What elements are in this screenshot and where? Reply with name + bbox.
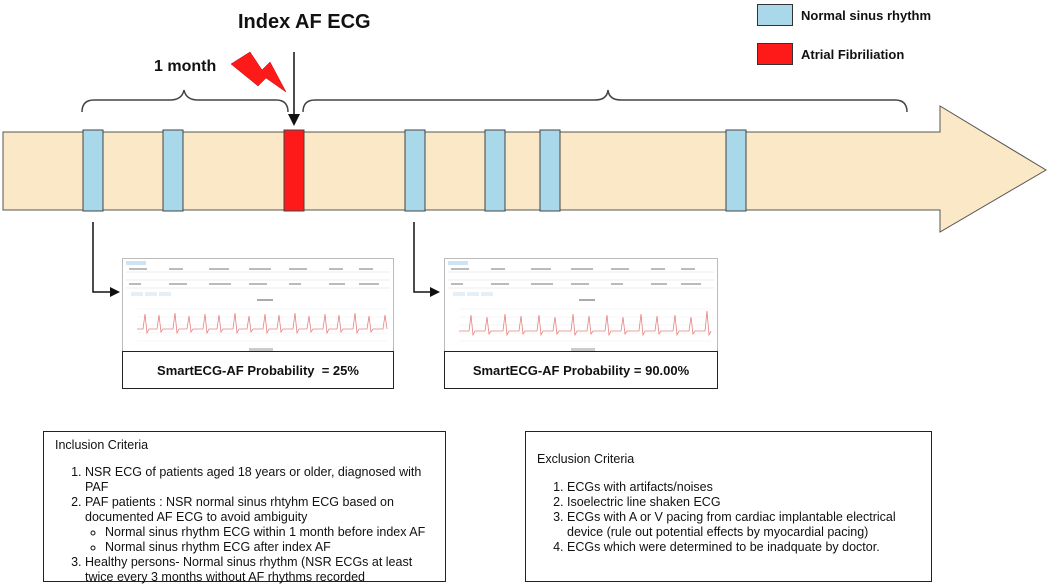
probability-label: SmartECG-AF Probability = 25% <box>157 362 359 378</box>
list-item: Healthy persons- Normal sinus rhythm (NS… <box>85 555 437 585</box>
connector-arrow-head <box>430 287 440 297</box>
list-subitem: Normal sinus rhythm ECG within 1 month b… <box>105 525 437 540</box>
list-item: NSR ECG of patients aged 18 years or old… <box>85 465 437 495</box>
index-af-title: Index AF ECG <box>238 11 371 33</box>
one-month-brace <box>81 89 289 113</box>
nsr-marker <box>725 129 747 212</box>
inclusion-heading: Inclusion Criteria <box>55 438 149 452</box>
nsr-marker <box>539 129 561 212</box>
ecg-screenshot-1 <box>122 258 394 354</box>
legend-item-af: Atrial Fibriliation <box>757 43 904 65</box>
index-af-arrow-head <box>288 114 300 126</box>
list-item: Isoelectric line shaken ECG <box>567 495 923 510</box>
exclusion-heading: Exclusion Criteria <box>537 452 635 466</box>
probability-box-1: SmartECG-AF Probability = 25% <box>122 351 394 389</box>
after-af-brace <box>302 89 908 113</box>
inclusion-sublist: Normal sinus rhythm ECG within 1 month b… <box>85 525 437 555</box>
inclusion-list: NSR ECG of patients aged 18 years or old… <box>55 465 437 585</box>
list-item: PAF patients : NSR normal sinus rhtyhm E… <box>85 495 437 555</box>
list-item: ECGs with A or V pacing from cardiac imp… <box>567 510 923 540</box>
ecg-screenshot-2 <box>444 258 718 354</box>
connector-arrow-head <box>110 287 120 297</box>
connector-arrow <box>92 222 112 293</box>
af-marker <box>283 129 305 212</box>
nsr-marker <box>82 129 104 212</box>
list-subitem: Normal sinus rhythm ECG after index AF <box>105 540 437 555</box>
exclusion-criteria-box: Exclusion Criteria ECGs with artifacts/n… <box>525 431 932 582</box>
list-item: ECGs with artifacts/noises <box>567 480 923 495</box>
legend-label: Normal sinus rhythm <box>801 7 932 23</box>
connector-arrow <box>413 222 432 293</box>
nsr-marker <box>484 129 506 212</box>
ecg-thumbnail <box>123 259 393 353</box>
legend-swatch-nsr <box>757 4 793 26</box>
nsr-marker <box>162 129 184 212</box>
legend-label: Atrial Fibriliation <box>801 46 905 62</box>
probability-box-2: SmartECG-AF Probability = 90.00% <box>444 351 718 389</box>
nsr-marker <box>404 129 426 212</box>
probability-label: SmartECG-AF Probability = 90.00% <box>472 362 690 378</box>
one-month-label: 1 month <box>154 58 217 75</box>
list-item: ECGs which were determined to be inadqua… <box>567 540 923 555</box>
exclusion-list: ECGs with artifacts/noises Isoelectric l… <box>537 480 923 555</box>
inclusion-criteria-box: Inclusion Criteria NSR ECG of patients a… <box>43 431 446 585</box>
legend-swatch-af <box>757 43 793 65</box>
ecg-trace <box>137 312 388 335</box>
list-item-text: PAF patients : NSR normal sinus rhtyhm E… <box>85 495 394 524</box>
legend-item-nsr: Normal sinus rhythm <box>757 4 931 26</box>
lightning-bolt-icon <box>230 51 287 93</box>
timeline-arrow <box>2 105 1047 233</box>
ecg-trace <box>459 310 712 337</box>
ecg-thumbnail <box>445 259 717 353</box>
